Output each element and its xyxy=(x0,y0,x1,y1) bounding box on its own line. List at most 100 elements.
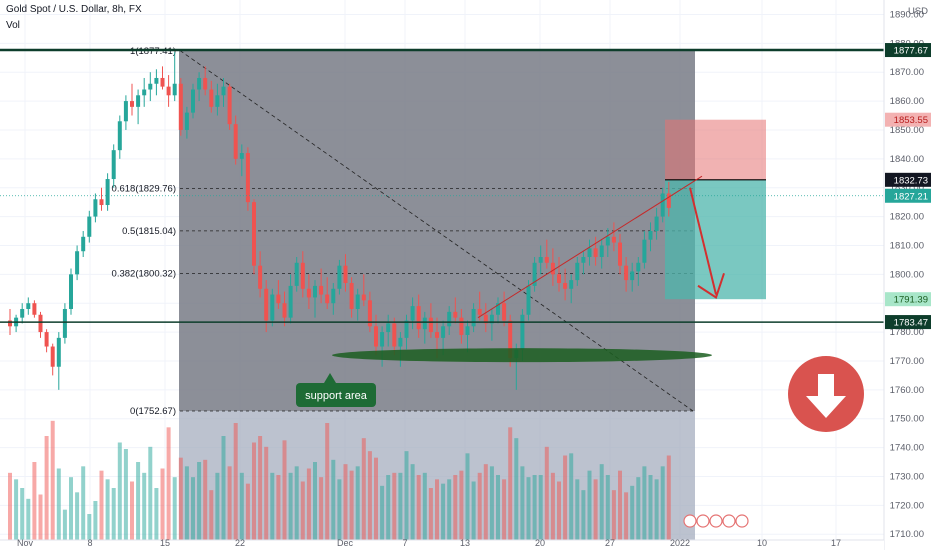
candle-body xyxy=(374,326,378,347)
candle-body xyxy=(453,311,458,318)
candle-body xyxy=(337,265,342,289)
volume-bar xyxy=(483,464,488,540)
volume-bar xyxy=(117,442,122,540)
candle-body xyxy=(343,265,348,283)
y-tick-label: 1800.00 xyxy=(890,269,924,280)
volume-bar xyxy=(81,466,86,540)
volume-bar xyxy=(422,472,427,540)
volume-bar xyxy=(654,479,659,540)
candle-body xyxy=(227,86,232,125)
volume-bar xyxy=(447,479,452,540)
candle-body xyxy=(410,306,415,321)
volume-bar xyxy=(93,501,98,540)
candle-body xyxy=(282,303,287,318)
candle-body xyxy=(209,89,214,107)
volume-bar xyxy=(252,442,256,540)
volume-bar xyxy=(636,477,641,540)
volume-bar xyxy=(563,455,568,540)
candle-body xyxy=(557,274,561,283)
candle-body xyxy=(178,83,183,130)
volume-bar xyxy=(557,481,561,540)
x-tick-label: Dec xyxy=(337,538,354,548)
volume-bar xyxy=(453,475,458,540)
support-label-text: support area xyxy=(305,390,368,402)
candle-body xyxy=(575,262,580,281)
volume-bar xyxy=(203,459,208,540)
candle-body xyxy=(191,89,195,113)
candle-body xyxy=(270,294,275,321)
short-arrow-shaft xyxy=(689,187,717,295)
volume-bar xyxy=(105,479,110,540)
candle-body xyxy=(630,271,635,281)
volume-bar xyxy=(374,457,378,540)
candle-body xyxy=(636,262,641,272)
y-tick-label: 1770.00 xyxy=(890,356,924,367)
volume-bar xyxy=(666,455,671,540)
y-tick-label: 1720.00 xyxy=(890,500,924,511)
price-label-text: 1832.73 xyxy=(894,175,928,186)
candle-body xyxy=(489,314,494,324)
volume-bar xyxy=(14,479,19,540)
volume-bar xyxy=(38,494,43,540)
candle-body xyxy=(258,265,263,289)
x-tick-label: 8 xyxy=(87,538,92,548)
volume-bar xyxy=(538,475,543,540)
x-tick-label: 13 xyxy=(460,538,470,548)
y-tick-label: 1780.00 xyxy=(890,327,924,338)
y-tick-label: 1710.00 xyxy=(890,529,924,540)
candle-body xyxy=(544,257,549,263)
candle-body xyxy=(8,320,12,327)
price-label-text: 1791.39 xyxy=(894,295,928,306)
candle-body xyxy=(416,306,421,330)
candle-body xyxy=(483,314,488,324)
candle-body xyxy=(75,251,80,275)
volume-bar xyxy=(520,466,525,540)
support-label-box xyxy=(296,383,376,407)
volume-bar xyxy=(32,462,37,540)
candle-body xyxy=(471,308,476,327)
candle-body xyxy=(532,262,537,286)
candle-body xyxy=(361,294,366,301)
candle-body xyxy=(203,77,208,90)
fib-level-label: 0(1752.67) xyxy=(130,406,176,417)
price-label-text: 1877.67 xyxy=(894,46,928,57)
candle-body xyxy=(252,202,256,266)
event-marker-icon xyxy=(735,514,749,528)
volume-bar xyxy=(508,427,513,540)
fib-level-label: 0.5(1815.04) xyxy=(122,226,176,237)
candle-body xyxy=(44,332,49,347)
y-tick-label: 1740.00 xyxy=(890,443,924,454)
candle-body xyxy=(276,294,281,304)
candle-body xyxy=(56,337,61,367)
candle-body xyxy=(349,282,354,309)
volume-bar xyxy=(227,466,232,540)
volume-bar xyxy=(69,477,73,540)
volume-bar xyxy=(331,459,336,540)
y-tick-label: 1870.00 xyxy=(890,67,924,78)
candle-body xyxy=(50,346,55,367)
candle-body xyxy=(642,239,647,263)
candle-body xyxy=(538,257,543,263)
candle-body xyxy=(32,303,37,315)
candle-body xyxy=(593,248,598,258)
candle-body xyxy=(624,265,629,281)
support-area-ellipse xyxy=(332,348,712,363)
candle-body xyxy=(136,95,141,107)
x-tick-label: Nov xyxy=(17,538,34,548)
volume-bar xyxy=(288,472,293,540)
candle-body xyxy=(160,77,165,87)
volume-bar xyxy=(191,477,195,540)
chart-title: Gold Spot / U.S. Dollar, 8h, FX xyxy=(6,4,142,15)
candle-body xyxy=(38,314,43,333)
candle-body xyxy=(605,236,610,246)
x-tick-label: 2022 xyxy=(670,538,690,548)
candle-body xyxy=(508,320,513,359)
volume-bar xyxy=(258,436,263,540)
candle-body xyxy=(447,311,452,327)
price-label-box xyxy=(885,292,931,307)
volume-bar xyxy=(99,470,104,540)
price-label-text: 1783.47 xyxy=(894,318,928,329)
candle-body xyxy=(117,121,122,151)
volume-bar xyxy=(593,479,598,540)
